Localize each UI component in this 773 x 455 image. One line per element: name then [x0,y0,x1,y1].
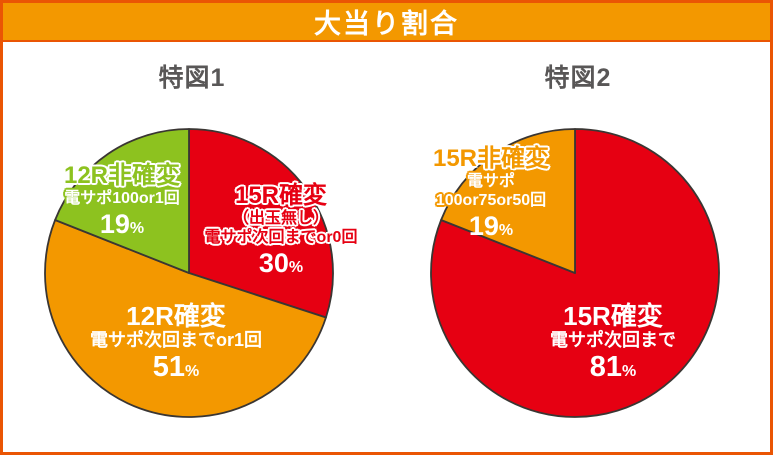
slice-percent: 19% [468,211,514,241]
slice-subtext: 電サポ次回までor1回 [89,330,263,350]
pie-slice-12R非確変 [54,128,190,274]
pie-chart-tokuzu2 [430,128,720,418]
slice-subtext: 電サポ次回まで [550,330,676,350]
slice-title: 12R確変 [126,301,226,331]
pie-slice-12R確変 [44,219,327,418]
slice-subtext: 電サポ [466,173,515,190]
label-15r-kakuhen: 15R確変 電サポ次回まで 81% [550,302,676,387]
slice-percent: 81% [589,351,637,383]
label-12r-kakuhen: 12R確変 電サポ次回までor1回 51% [90,302,262,387]
panel-title: 大当り割合 [314,9,459,39]
chart2-subtitle: 特図2 [544,64,612,92]
label-15r-hikakuhen: 15R非確変 電サポ 100or75or50回 19% [433,146,549,246]
pie-chart-tokuzu1 [44,128,334,418]
slice-percent: 30% [258,248,304,278]
pie-slice-15R確変 [188,128,334,319]
panel-header: 大当り割合 [3,3,770,42]
slice-subtext: 電サポ次回までor0回 [204,229,358,246]
slice-percent: 51% [152,351,200,383]
label-12r-hikakuhen: 12R非確変 電サポ100or1回 19% [64,163,180,244]
slice-subtext: 電サポ100or1回 [64,190,180,207]
slice-subtext: （出玉無し） [232,210,329,227]
slice-title: 15R確変 [563,301,663,331]
slice-percent: 19% [99,209,145,239]
chart1-subtitle: 特図1 [158,64,226,92]
label-15r-kakuhen-dedamanashi: 15R確変 （出玉無し） 電サポ次回までor0回 30% [205,183,358,283]
pie-slice-15R非確変 [440,128,576,274]
slice-title: 12R非確変 [63,162,181,189]
slice-subtext: 100or75or50回 [435,192,547,209]
slice-title: 15R非確変 [432,145,550,172]
slice-title: 15R確変 [234,182,328,209]
